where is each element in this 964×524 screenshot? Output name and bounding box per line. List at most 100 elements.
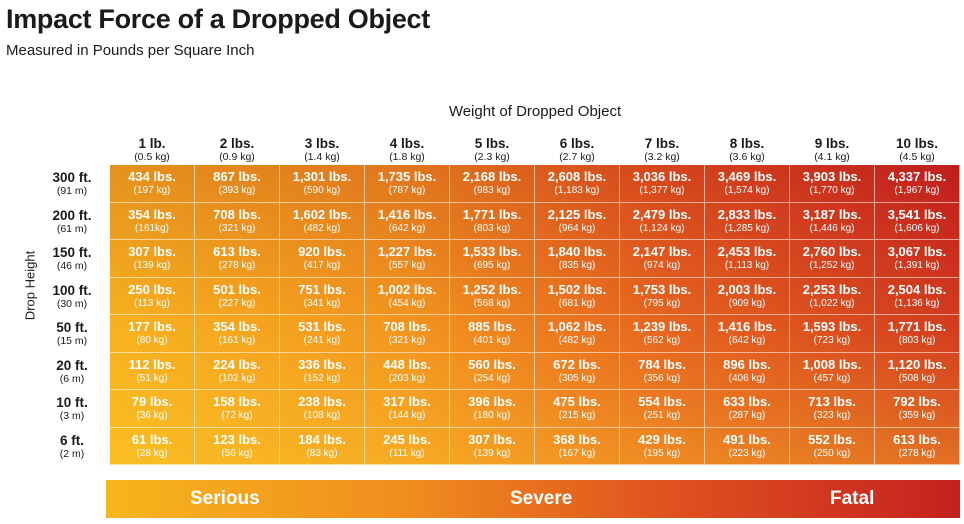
cell-force-kg: (215 kg) bbox=[558, 410, 596, 421]
table-cell: 123 lbs. (56 kg) bbox=[195, 427, 280, 465]
table-cell: 708 lbs. (321 kg) bbox=[195, 202, 280, 240]
table-cell: 1,239 lbs. (562 kg) bbox=[620, 315, 705, 353]
table-cell: 245 lbs. (111 kg) bbox=[365, 427, 450, 465]
table-cell: 784 lbs. (356 kg) bbox=[620, 352, 705, 390]
table-cell: 2,479 lbs. (1,124 kg) bbox=[620, 202, 705, 240]
cell-force-kg: (1,377 kg) bbox=[639, 185, 685, 196]
cell-force-kg: (356 kg) bbox=[643, 372, 681, 384]
column-header: 10 lbs. (4.5 kg) bbox=[875, 136, 959, 164]
table-cell: 1,008 lbs. (457 kg) bbox=[790, 352, 875, 390]
cell-force-kg: (795 kg) bbox=[643, 297, 681, 309]
row-header: 150 ft. (46 m) bbox=[42, 245, 102, 273]
table-cell: 751 lbs. (341 kg) bbox=[280, 277, 365, 315]
cell-force-lbs: 1,533 lbs. bbox=[462, 244, 522, 259]
cell-force-kg: (568 kg) bbox=[473, 297, 511, 309]
cell-force-kg: (681 kg) bbox=[558, 297, 596, 309]
cell-force-lbs: 2,253 lbs. bbox=[802, 281, 862, 297]
table-cell: 448 lbs. (203 kg) bbox=[365, 352, 450, 390]
table-cell: 501 lbs. (227 kg) bbox=[195, 277, 280, 315]
column-weight-kg: (4.5 kg) bbox=[899, 151, 935, 163]
table-cell: 1,416 lbs. (642 kg) bbox=[705, 315, 790, 353]
table-cell: 224 lbs. (102 kg) bbox=[195, 352, 280, 390]
table-cell: 1,252 lbs. (568 kg) bbox=[450, 277, 535, 315]
table-cell: 354 lbs. (161kg) bbox=[110, 202, 195, 240]
y-axis-title: Drop Height bbox=[22, 250, 38, 321]
cell-force-lbs: 1,753 lbs. bbox=[632, 281, 692, 297]
cell-force-kg: (321 kg) bbox=[218, 222, 256, 234]
table-cell: 491 lbs. (223 kg) bbox=[705, 427, 790, 465]
cell-force-kg: (254 kg) bbox=[473, 372, 511, 384]
cell-force-lbs: 613 lbs. bbox=[213, 244, 261, 259]
table-cell: 79 lbs. (36 kg) bbox=[110, 390, 195, 428]
row-height-m: (3 m) bbox=[59, 410, 85, 422]
cell-force-lbs: 307 lbs. bbox=[468, 431, 516, 447]
cell-force-lbs: 1,227 lbs. bbox=[377, 244, 437, 259]
cell-force-lbs: 429 lbs. bbox=[638, 431, 686, 447]
cell-force-lbs: 867 lbs. bbox=[213, 169, 261, 184]
table-cell: 475 lbs. (215 kg) bbox=[535, 390, 620, 428]
cell-force-lbs: 2,147 lbs. bbox=[632, 244, 692, 259]
cell-force-lbs: 792 lbs. bbox=[893, 394, 941, 409]
column-weight-kg: (0.9 kg) bbox=[219, 151, 255, 163]
cell-force-lbs: 896 lbs. bbox=[723, 356, 771, 372]
cell-force-lbs: 1,120 lbs. bbox=[887, 356, 947, 372]
cell-force-lbs: 751 lbs. bbox=[298, 281, 346, 297]
cell-force-kg: (964 kg) bbox=[558, 222, 596, 234]
cell-force-kg: (1,606 kg) bbox=[894, 222, 940, 234]
cell-force-kg: (28 kg) bbox=[136, 447, 168, 459]
cell-force-kg: (482 kg) bbox=[303, 222, 341, 234]
table-cell: 896 lbs. (406 kg) bbox=[705, 352, 790, 390]
cell-force-lbs: 184 lbs. bbox=[298, 431, 346, 447]
cell-force-lbs: 112 lbs. bbox=[128, 356, 176, 372]
table-cell: 3,903 lbs. (1,770 kg) bbox=[790, 165, 875, 203]
cell-force-lbs: 3,036 lbs. bbox=[632, 169, 692, 184]
cell-force-kg: (113 kg) bbox=[134, 297, 170, 309]
cell-force-lbs: 475 lbs. bbox=[553, 394, 601, 409]
table-cell: 307 lbs. (139 kg) bbox=[110, 240, 195, 278]
cell-force-lbs: 224 lbs. bbox=[213, 356, 261, 372]
table-cell: 613 lbs. (278 kg) bbox=[875, 427, 960, 465]
column-header: 1 lb. (0.5 kg) bbox=[110, 136, 194, 164]
cell-force-kg: (278 kg) bbox=[898, 447, 936, 459]
column-weight-lbs: 5 lbs. bbox=[474, 136, 510, 151]
column-header: 6 lbs. (2.7 kg) bbox=[535, 136, 619, 164]
cell-force-lbs: 368 lbs. bbox=[553, 431, 601, 447]
column-weight-lbs: 3 lbs. bbox=[304, 136, 340, 151]
cell-force-kg: (139 kg) bbox=[133, 260, 171, 271]
cell-force-lbs: 1,502 lbs. bbox=[547, 281, 607, 297]
column-weight-lbs: 1 lb. bbox=[138, 136, 166, 151]
column-header: 5 lbs. (2.3 kg) bbox=[450, 136, 534, 164]
column-weight-lbs: 10 lbs. bbox=[895, 136, 939, 151]
row-height-ft: 20 ft. bbox=[56, 357, 88, 373]
table-cell: 792 lbs. (359 kg) bbox=[875, 390, 960, 428]
cell-force-kg: (36 kg) bbox=[136, 410, 168, 421]
table-cell: 885 lbs. (401 kg) bbox=[450, 315, 535, 353]
row-height-ft: 100 ft. bbox=[52, 282, 92, 298]
cell-force-kg: (482 kg) bbox=[558, 335, 596, 346]
table-cell: 2,453 lbs. (1,113 kg) bbox=[705, 240, 790, 278]
table-cell: 396 lbs. (180 kg) bbox=[450, 390, 535, 428]
cell-force-lbs: 61 lbs. bbox=[131, 431, 173, 447]
cell-force-kg: (203 kg) bbox=[388, 372, 426, 384]
table-cell: 4,337 lbs. (1,967 kg) bbox=[875, 165, 960, 203]
cell-force-kg: (454 kg) bbox=[388, 297, 426, 309]
column-weight-kg: (4.1 kg) bbox=[814, 151, 850, 163]
table-cell: 1,120 lbs. (508 kg) bbox=[875, 352, 960, 390]
cell-force-lbs: 123 lbs. bbox=[213, 431, 261, 447]
table-cell: 238 lbs. (108 kg) bbox=[280, 390, 365, 428]
cell-force-lbs: 1,735 lbs. bbox=[377, 169, 437, 184]
cell-force-kg: (803 kg) bbox=[898, 335, 936, 346]
column-weight-kg: (3.2 kg) bbox=[644, 151, 680, 163]
column-weight-kg: (1.4 kg) bbox=[304, 151, 340, 163]
cell-force-kg: (1,574 kg) bbox=[724, 185, 770, 196]
cell-force-kg: (51 kg) bbox=[136, 372, 168, 384]
cell-force-lbs: 708 lbs. bbox=[383, 319, 431, 334]
table-cell: 2,253 lbs. (1,022 kg) bbox=[790, 277, 875, 315]
column-weight-lbs: 9 lbs. bbox=[814, 136, 850, 151]
x-axis-title: Weight of Dropped Object bbox=[448, 103, 622, 120]
table-cell: 3,541 lbs. (1,606 kg) bbox=[875, 202, 960, 240]
cell-force-kg: (1,446 kg) bbox=[809, 222, 855, 234]
cell-force-lbs: 3,067 lbs. bbox=[887, 244, 947, 259]
cell-force-lbs: 4,337 lbs. bbox=[887, 169, 947, 184]
table-cell: 177 lbs. (80 kg) bbox=[110, 315, 195, 353]
